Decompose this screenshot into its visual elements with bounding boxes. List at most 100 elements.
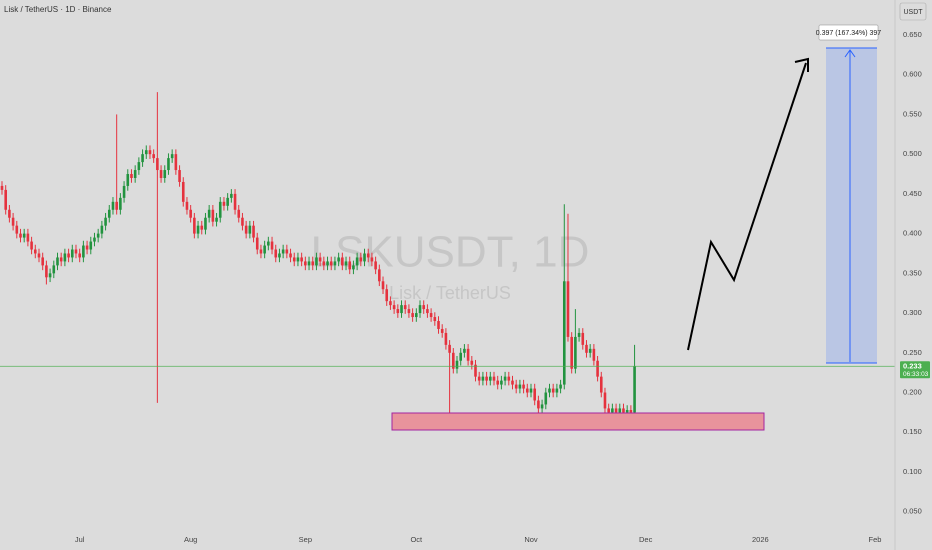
candle-body <box>470 360 474 365</box>
candle-body <box>126 174 130 186</box>
candle-body <box>611 408 614 413</box>
watermark-subtitle: Lisk / TetherUS <box>389 283 511 303</box>
candle-body <box>174 154 178 171</box>
candle-body <box>485 376 488 381</box>
candle-body <box>100 225 104 234</box>
candle-body <box>111 201 115 210</box>
candle-body <box>459 352 463 361</box>
candle-body <box>163 170 167 178</box>
candle-body <box>115 201 118 210</box>
candle-body <box>0 185 4 190</box>
candle-body <box>570 336 573 369</box>
candle-body <box>592 348 596 361</box>
candle-body <box>104 217 107 226</box>
candle-body <box>359 257 363 262</box>
candle-body <box>137 162 141 171</box>
candle-body <box>489 376 492 381</box>
candle-body <box>481 376 485 381</box>
candle-body <box>555 388 559 393</box>
candle-body <box>211 209 215 222</box>
y-tick-label: 0.100 <box>903 467 922 476</box>
candle-body <box>599 376 603 393</box>
candle-body <box>244 225 248 234</box>
candle-body <box>415 313 418 318</box>
y-tick-label: 0.250 <box>903 348 922 357</box>
candle-body <box>518 384 522 389</box>
drawings: 0.397 (167.34%) 397 <box>391 24 881 431</box>
x-tick-label: Dec <box>639 535 653 544</box>
candle-body <box>230 193 233 198</box>
candle-body <box>278 253 281 258</box>
candle-body <box>503 376 507 381</box>
support-zone <box>391 412 765 431</box>
candle-body <box>370 257 374 262</box>
candle-body <box>130 174 133 178</box>
candle-body <box>56 257 59 266</box>
candle-body <box>411 313 414 318</box>
x-tick-label: Sep <box>299 535 312 544</box>
candle-body <box>281 249 285 254</box>
currency-box <box>899 2 927 21</box>
candle-body <box>396 309 400 314</box>
candle-body <box>52 265 56 274</box>
candle-body <box>74 249 78 254</box>
candle-body <box>96 233 100 238</box>
candle-body <box>492 376 496 381</box>
target-box <box>826 48 877 363</box>
candle-body <box>33 249 37 254</box>
candle-body <box>67 253 70 258</box>
candle-body <box>141 154 144 163</box>
y-tick-label: 0.300 <box>903 308 922 317</box>
candle-body <box>352 265 355 270</box>
x-tick-label: Oct <box>410 535 423 544</box>
candle-body <box>185 201 189 210</box>
candle-body <box>366 253 370 258</box>
candle-body <box>63 253 67 262</box>
candle-body <box>522 384 525 389</box>
candle-body <box>193 217 196 234</box>
candle-body <box>26 233 30 242</box>
candle-body <box>259 249 263 254</box>
candle-body <box>378 269 381 282</box>
candle-body <box>581 332 585 345</box>
candle-body <box>222 201 226 206</box>
candle-body <box>381 281 385 290</box>
candle-body <box>4 189 7 210</box>
candle-body <box>418 305 422 314</box>
candle-body <box>19 233 22 238</box>
candle-body <box>255 237 259 250</box>
candle-body <box>374 261 377 270</box>
candle-body <box>333 261 337 266</box>
candle-body <box>15 225 19 234</box>
x-tick-label: Jul <box>75 535 85 544</box>
candle-body <box>629 410 633 413</box>
candle-body <box>455 360 459 369</box>
candle-body <box>307 261 311 266</box>
candle-body <box>241 217 244 226</box>
candle-body <box>218 201 222 218</box>
candle-body <box>551 388 555 393</box>
candle-body <box>315 257 318 266</box>
candle-body <box>215 217 218 222</box>
candle-body <box>429 313 433 318</box>
candle-body <box>122 185 126 198</box>
candle-body <box>507 376 511 381</box>
candle-body <box>585 344 588 353</box>
candle-body <box>433 317 437 322</box>
candle-body <box>82 245 85 258</box>
candle-body <box>588 348 592 353</box>
candle-body <box>30 241 33 250</box>
candle-body <box>548 388 551 393</box>
candle-body <box>322 261 326 266</box>
candle-body <box>511 380 514 385</box>
candle-body <box>207 209 211 218</box>
candle-body <box>289 253 292 258</box>
candle-body <box>574 336 577 369</box>
candle-body <box>544 392 548 405</box>
candle-body <box>156 158 159 171</box>
annotation-box <box>818 24 879 41</box>
candle-body <box>133 170 137 178</box>
candle-body <box>337 257 340 262</box>
